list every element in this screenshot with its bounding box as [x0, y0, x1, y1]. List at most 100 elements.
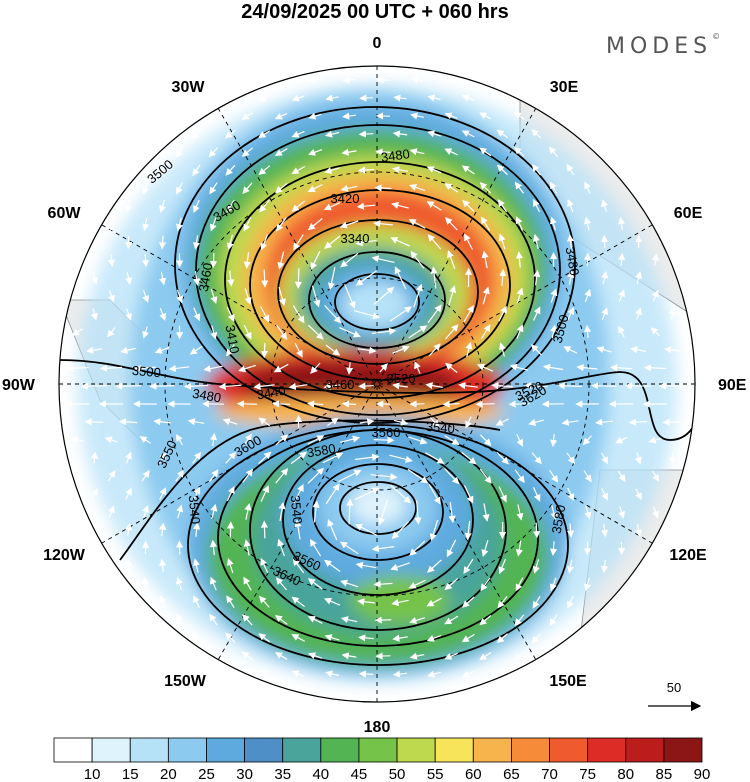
lon-label-60e: 60E — [674, 205, 703, 222]
wind-vector — [516, 287, 524, 304]
modes-logo: MODES© — [606, 32, 720, 59]
contour-label: 3480 — [563, 246, 583, 277]
wind-vector — [70, 436, 84, 444]
wind-vector — [409, 148, 425, 156]
wind-vector — [374, 616, 392, 624]
wind-vector — [379, 363, 389, 373]
wind-vector — [192, 632, 201, 644]
wind-vector — [414, 500, 422, 525]
wind-vector — [253, 382, 275, 391]
wind-vector — [373, 220, 393, 228]
wind-vector — [134, 364, 156, 372]
wind-vector — [461, 94, 475, 102]
wind-vector — [648, 436, 662, 444]
colorbar-tick-label: 65 — [503, 766, 520, 782]
wind-vector — [158, 451, 167, 464]
wind-vector — [600, 559, 609, 574]
wind-vector — [498, 305, 507, 322]
wind-vector — [291, 670, 305, 678]
wind-vector — [125, 308, 132, 321]
colorbar-tick-label: 35 — [274, 766, 291, 782]
wind-vector — [153, 418, 171, 426]
wind-vector — [258, 670, 271, 678]
colorbar-swatch — [511, 737, 550, 763]
wind-vector — [390, 562, 410, 571]
contour-label: 3500 — [550, 313, 572, 345]
wind-vector — [142, 289, 150, 303]
wind-vector — [294, 268, 303, 289]
wind-vector — [371, 327, 397, 335]
logo-text: MODES — [606, 34, 713, 59]
wind-vector — [175, 540, 184, 555]
wind-vector — [323, 382, 341, 390]
wind-vector — [513, 111, 525, 120]
contour-label: 3540 — [186, 495, 203, 525]
wind-vector — [566, 452, 575, 465]
longitude-labels: 0 30E 60E 90E 120E 150E 180 150W 120W 90… — [2, 35, 747, 736]
contour-label: 3560 — [372, 425, 401, 440]
wind-vector — [125, 487, 132, 500]
wind-vector — [193, 595, 200, 608]
wind-vector — [391, 598, 409, 606]
colorbar-tick-label: 15 — [122, 766, 139, 782]
wind-vector — [427, 130, 441, 138]
wind-vector — [357, 166, 375, 174]
wind-vector — [652, 289, 659, 302]
contour-label: 3460 — [196, 262, 216, 293]
wind-vector — [427, 94, 441, 102]
wind-vector — [159, 164, 167, 177]
wind-vector — [628, 418, 648, 426]
wind-vector — [291, 200, 306, 212]
wind-vector — [516, 504, 524, 521]
wind-vector — [497, 596, 508, 609]
wind-vector — [175, 146, 184, 158]
wind-vector — [242, 468, 254, 483]
wind-vector — [341, 148, 357, 156]
wind-vector — [258, 633, 271, 643]
wind-vector — [291, 94, 305, 102]
wind-vector — [531, 129, 542, 139]
wind-vector — [290, 451, 308, 465]
graticule — [59, 66, 695, 702]
wind-vector — [390, 237, 410, 247]
wind-vector — [141, 253, 150, 268]
wind-vector — [514, 469, 525, 484]
wind-vector — [159, 271, 167, 286]
wind-vector — [393, 94, 407, 102]
colorbar-tick-label: 20 — [160, 766, 177, 782]
wind-vector — [442, 400, 460, 408]
wind-vector — [392, 634, 408, 642]
wind-vector — [357, 346, 377, 354]
wind-vector — [278, 286, 286, 307]
wind-vector — [340, 579, 359, 588]
lon-label-0: 0 — [373, 35, 382, 52]
wind-vector — [124, 558, 133, 572]
wind-vector — [203, 365, 223, 373]
wind-vector — [601, 307, 608, 320]
wind-vector — [635, 488, 642, 501]
colorbar-swatch — [129, 737, 169, 763]
wind-vector — [390, 484, 412, 504]
wind-vector — [549, 181, 558, 194]
wind-vector — [463, 304, 474, 323]
wind-vector — [409, 400, 425, 408]
wind-vector — [324, 559, 341, 572]
wind-vector — [482, 503, 490, 522]
wind-vector — [532, 233, 540, 250]
wind-vector — [294, 519, 302, 540]
lon-label-120e: 120E — [669, 547, 707, 564]
wind-vector — [498, 233, 506, 250]
wind-vector — [408, 579, 426, 589]
wind-vector — [340, 616, 358, 624]
wind-vector — [192, 451, 202, 464]
wind-vector — [142, 576, 150, 591]
wind-vector — [583, 324, 592, 339]
wind-vector — [104, 436, 118, 444]
wind-vector — [278, 501, 286, 522]
wind-vector — [407, 468, 429, 484]
wind-vector — [324, 305, 342, 324]
wind-vector — [464, 233, 473, 250]
wind-vector — [243, 576, 252, 591]
wind-vector — [427, 304, 442, 324]
